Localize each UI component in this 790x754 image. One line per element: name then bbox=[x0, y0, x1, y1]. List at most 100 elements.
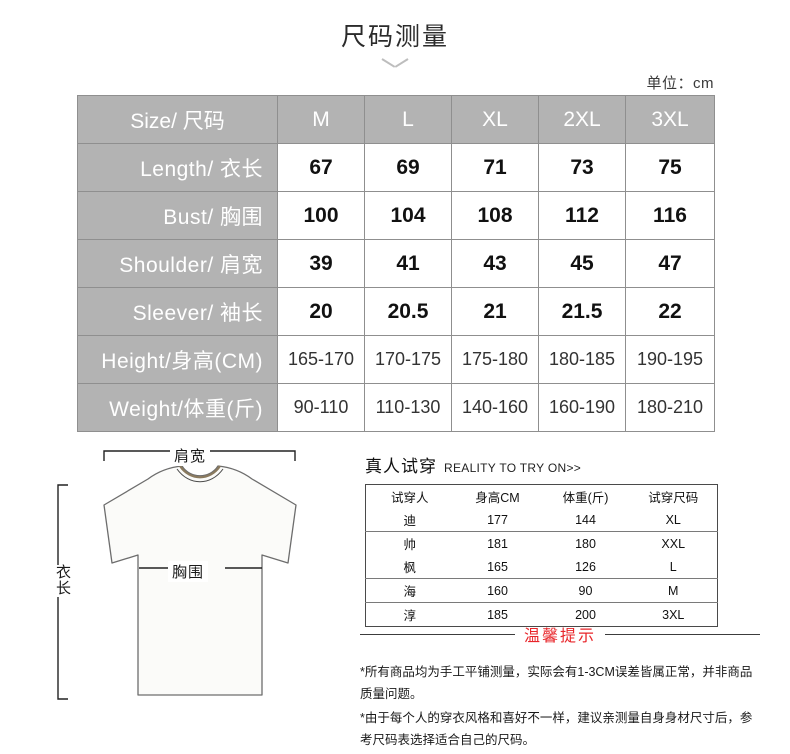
divider-left bbox=[360, 633, 515, 635]
try-on-row: 枫 165 126 L bbox=[366, 555, 718, 579]
size-value-cell: 75 bbox=[625, 143, 715, 192]
size-table-row: Weight/体重(斤) 90-110 110-130 140-160 160-190 1… bbox=[77, 383, 715, 432]
size-row-label: Shoulder/ 肩宽 bbox=[77, 239, 278, 288]
size-value-cell: 116 bbox=[625, 191, 715, 240]
tips-note: *由于每个人的穿衣风格和喜好不一样，建议亲测量自身身材尺寸后，参考尺码表选择适合… bbox=[360, 710, 753, 747]
size-value-cell: 180-210 bbox=[625, 383, 715, 432]
try-on-heading-en: REALITY TO TRY ON>> bbox=[444, 461, 582, 475]
try-on-weight: 90 bbox=[541, 578, 630, 603]
size-column-header-l: L bbox=[364, 95, 452, 144]
size-table-row: Shoulder/ 肩宽 39 41 43 45 47 bbox=[77, 239, 715, 288]
size-value-cell: 170-175 bbox=[364, 335, 452, 384]
size-row-label: Bust/ 胸围 bbox=[77, 191, 278, 240]
try-on-size: M bbox=[629, 578, 718, 603]
size-value-cell: 69 bbox=[364, 143, 452, 192]
tips-heading: 温馨提示 bbox=[360, 622, 761, 646]
try-on-person: 枫 bbox=[403, 561, 416, 575]
tshirt-measurement-diagram: 肩宽 胸围 衣长 bbox=[40, 443, 360, 718]
size-row-unit: (CM) bbox=[214, 349, 263, 373]
size-value-cell: 71 bbox=[451, 143, 539, 192]
size-row-label: Sleever/ 袖长 bbox=[77, 287, 278, 336]
size-value-cell: 110-130 bbox=[364, 383, 452, 432]
try-on-column-header: 身高CM bbox=[475, 491, 520, 505]
size-value-cell: 190-195 bbox=[625, 335, 715, 384]
try-on-size: XXL bbox=[629, 531, 718, 555]
size-row-label: Length/ 衣长 bbox=[77, 143, 278, 192]
size-value-cell: 90-110 bbox=[277, 383, 365, 432]
size-table-row: Bust/ 胸围 100 104 108 112 116 bbox=[77, 191, 715, 240]
try-on-weight: 126 bbox=[575, 559, 596, 574]
try-on-column-header: 体重(斤) bbox=[562, 491, 609, 505]
page-header: 尺码测量 bbox=[0, 0, 790, 71]
size-table-row: Length/ 衣长 67 69 71 73 75 bbox=[77, 143, 715, 192]
try-on-height: 160 bbox=[453, 578, 542, 603]
size-value-cell: 43 bbox=[451, 239, 539, 288]
size-row-unit: (斤) bbox=[226, 397, 263, 421]
try-on-person: 淳 bbox=[365, 602, 454, 627]
size-column-header-xl: XL bbox=[451, 95, 539, 144]
try-on-height: 185 bbox=[453, 602, 542, 627]
size-column-header-3xl: 3XL bbox=[625, 95, 715, 144]
size-value-cell: 39 bbox=[277, 239, 365, 288]
size-value-cell: 73 bbox=[538, 143, 626, 192]
length-label: 衣长 bbox=[52, 565, 71, 597]
size-value-cell: 140-160 bbox=[451, 383, 539, 432]
size-column-header-m: M bbox=[277, 95, 365, 144]
reality-try-on-section: 真人试穿 REALITY TO TRY ON>> 试穿人 身高CM 体重(斤) 试穿尺… bbox=[365, 452, 745, 627]
try-on-person: 迪 bbox=[403, 514, 416, 528]
size-table-row: Sleever/ 袖长 20 20.5 21 21.5 22 bbox=[77, 287, 715, 336]
shoulder-width-label: 肩宽 bbox=[170, 445, 211, 466]
size-value-cell: 45 bbox=[538, 239, 626, 288]
size-value-cell: 160-190 bbox=[538, 383, 626, 432]
size-table-corner-label: Size/ 尺码 bbox=[77, 95, 278, 144]
size-value-cell: 20.5 bbox=[364, 287, 452, 336]
try-on-size: L bbox=[669, 559, 677, 574]
try-on-weight: 144 bbox=[575, 512, 596, 527]
size-value-cell: 22 bbox=[625, 287, 715, 336]
try-on-size: XL bbox=[665, 512, 681, 527]
size-value-cell: 47 bbox=[625, 239, 715, 288]
try-on-heading: 真人试穿 REALITY TO TRY ON>> bbox=[365, 452, 745, 477]
divider-right bbox=[605, 633, 761, 635]
size-value-cell: 21 bbox=[451, 287, 539, 336]
size-value-cell: 21.5 bbox=[538, 287, 626, 336]
try-on-height: 165 bbox=[487, 559, 508, 574]
size-value-cell: 108 bbox=[451, 191, 539, 240]
size-row-label: Height/身高(CM) bbox=[77, 335, 278, 384]
size-value-cell: 175-180 bbox=[451, 335, 539, 384]
try-on-column-header: 试穿尺码 bbox=[648, 491, 699, 505]
try-on-height: 181 bbox=[453, 531, 542, 555]
size-value-cell: 165-170 bbox=[277, 335, 365, 384]
try-on-row: 迪 177 144 XL bbox=[366, 508, 718, 532]
try-on-weight: 200 bbox=[541, 602, 630, 627]
try-on-height: 177 bbox=[487, 512, 508, 527]
try-on-size: 3XL bbox=[629, 602, 718, 627]
bust-label: 胸围 bbox=[168, 561, 209, 582]
tips-note: *所有商品均为手工平铺测量，实际会有1-3CM误差皆属正常，并非商品质量问题。 bbox=[360, 665, 753, 701]
tips-section: 温馨提示 *所有商品均为手工平铺测量，实际会有1-3CM误差皆属正常，并非商品质… bbox=[360, 622, 761, 754]
try-on-table: 试穿人 身高CM 体重(斤) 试穿尺码迪 177 144 XL 帅 181 180 XXL 枫 165 1… bbox=[365, 484, 718, 627]
size-chart-table: Size/ 尺码 M L XL 2XL 3XL Length/ 衣长 67 69 71 73 75 Bu… bbox=[77, 95, 715, 432]
try-on-person: 帅 bbox=[365, 531, 454, 555]
try-on-header-row: 试穿人 身高CM 体重(斤) 试穿尺码 bbox=[366, 485, 718, 509]
try-on-column-header: 试穿人 bbox=[390, 491, 429, 505]
tips-heading-text: 温馨提示 bbox=[524, 628, 597, 645]
size-table-row: Height/身高(CM) 165-170 170-175 175-180 180-18… bbox=[77, 335, 715, 384]
try-on-row: 海 160 90 M bbox=[365, 578, 718, 603]
try-on-heading-cn: 真人试穿 bbox=[365, 457, 437, 476]
tips-notes: *所有商品均为手工平铺测量，实际会有1-3CM误差皆属正常，并非商品质量问题。 *… bbox=[360, 662, 760, 752]
size-table-header-row: Size/ 尺码 M L XL 2XL 3XL bbox=[77, 95, 715, 144]
size-value-cell: 41 bbox=[364, 239, 452, 288]
try-on-weight: 180 bbox=[541, 531, 630, 555]
try-on-row: 淳 185 200 3XL bbox=[365, 602, 718, 627]
size-value-cell: 67 bbox=[277, 143, 365, 192]
unit-label: 单位：cm bbox=[646, 75, 714, 92]
size-value-cell: 180-185 bbox=[538, 335, 626, 384]
size-value-cell: 112 bbox=[538, 191, 626, 240]
try-on-person: 海 bbox=[365, 578, 454, 603]
try-on-row: 帅 181 180 XXL bbox=[365, 531, 718, 555]
chevron-down-icon bbox=[382, 58, 408, 71]
size-value-cell: 104 bbox=[364, 191, 452, 240]
page-title: 尺码测量 bbox=[340, 23, 449, 51]
size-value-cell: 20 bbox=[277, 287, 365, 336]
